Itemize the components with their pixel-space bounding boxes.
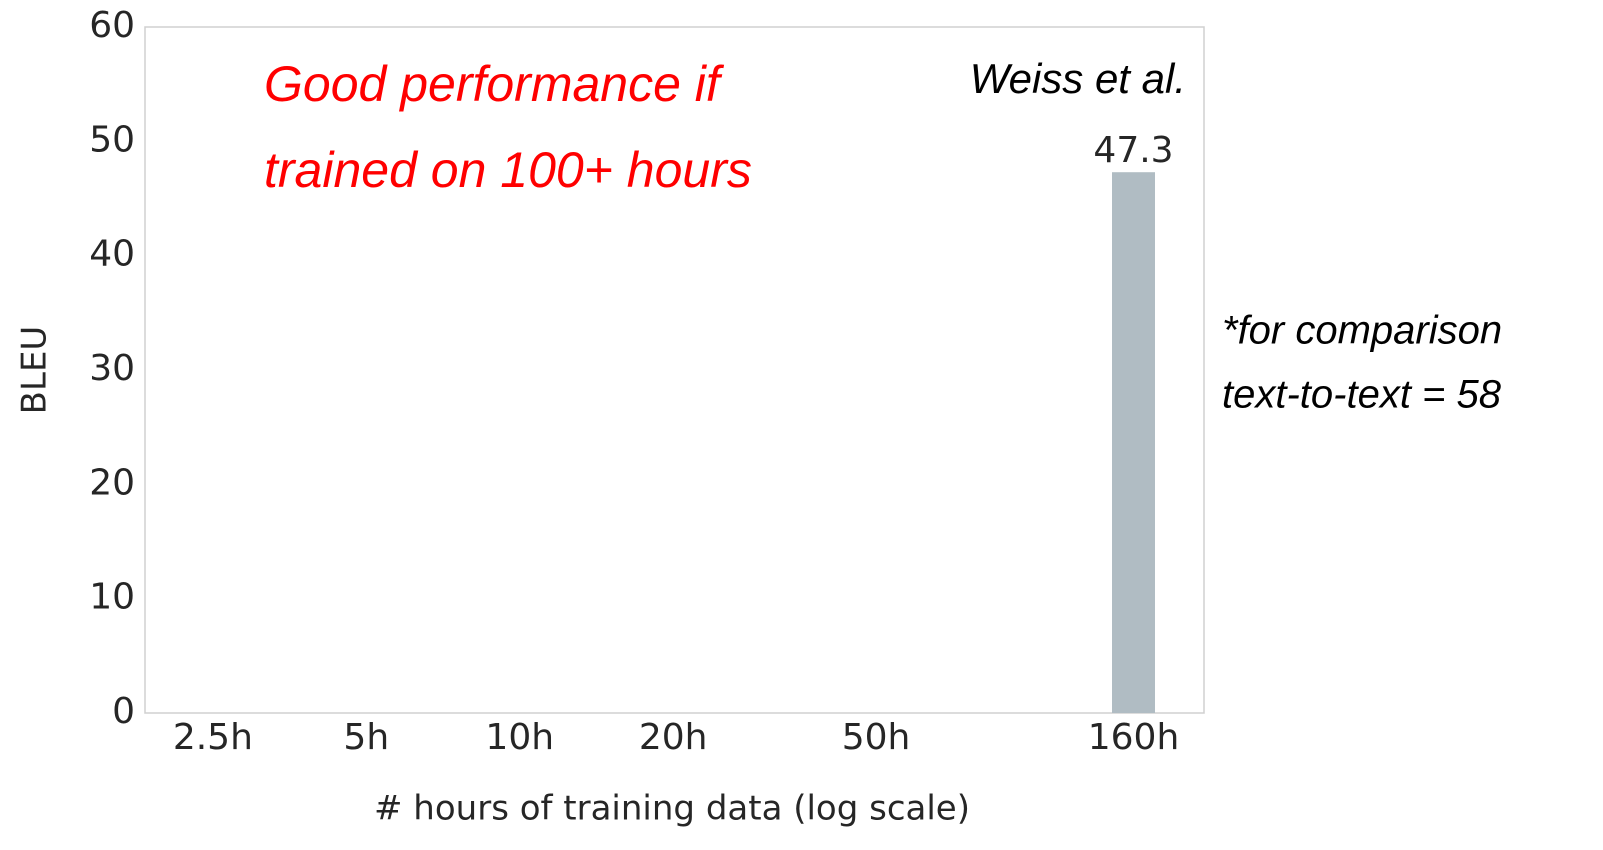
x-tick-label: 160h (1088, 717, 1180, 758)
side-note: *for comparison (1222, 309, 1502, 353)
y-tick-label: 30 (89, 348, 135, 389)
y-tick-label: 60 (89, 5, 135, 46)
y-tick-label: 20 (89, 462, 135, 503)
value-label: 47.3 (1093, 130, 1173, 171)
x-tick-label: 10h (485, 717, 554, 758)
x-tick-label: 20h (639, 717, 708, 758)
y-tick-label: 50 (89, 119, 135, 160)
bar (1112, 172, 1156, 713)
y-axis-label: BLEU (15, 326, 55, 415)
y-tick-label: 40 (89, 234, 135, 275)
side-note: text-to-text = 58 (1222, 373, 1502, 417)
y-tick-label: 10 (89, 577, 135, 618)
series-label: Weiss et al. (970, 55, 1186, 102)
annotation: Good performance if (264, 56, 725, 112)
plot-frame (144, 26, 1205, 714)
annotation: trained on 100+ hours (264, 142, 752, 198)
y-tick-label: 0 (112, 691, 135, 732)
x-axis-label: # hours of training data (log scale) (374, 789, 970, 829)
x-tick-label: 2.5h (173, 717, 253, 758)
x-tick-label: 50h (842, 717, 911, 758)
x-tick-label: 5h (343, 717, 389, 758)
